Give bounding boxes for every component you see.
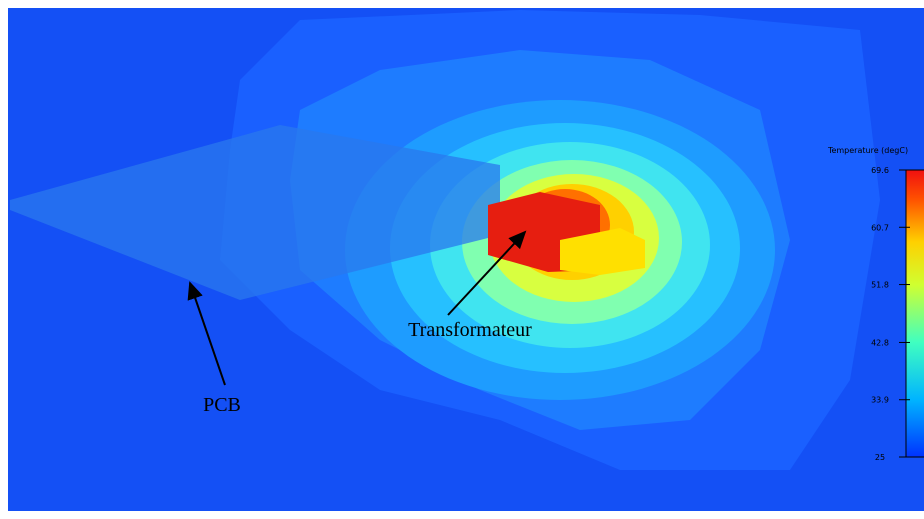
colorbar-tick-label: 25: [875, 453, 885, 462]
colorbar-tick-label: 51.8: [871, 281, 889, 290]
arrow: [187, 281, 226, 386]
pcb-label: PCB: [203, 394, 241, 416]
colorbar-tick-label: 69.6: [871, 166, 889, 175]
colorbar: [905, 169, 924, 458]
component: [560, 228, 645, 275]
colorbar-title: Temperature (degC): [827, 146, 908, 155]
transformer-label: Transformateur: [408, 319, 532, 341]
colorbar-tick-label: 33.9: [871, 396, 889, 405]
pcb-board: [10, 125, 500, 300]
arrow: [447, 230, 527, 316]
colorbar-tick-label: 60.7: [871, 223, 889, 232]
colorbar-tick-label: 42.8: [871, 338, 889, 347]
